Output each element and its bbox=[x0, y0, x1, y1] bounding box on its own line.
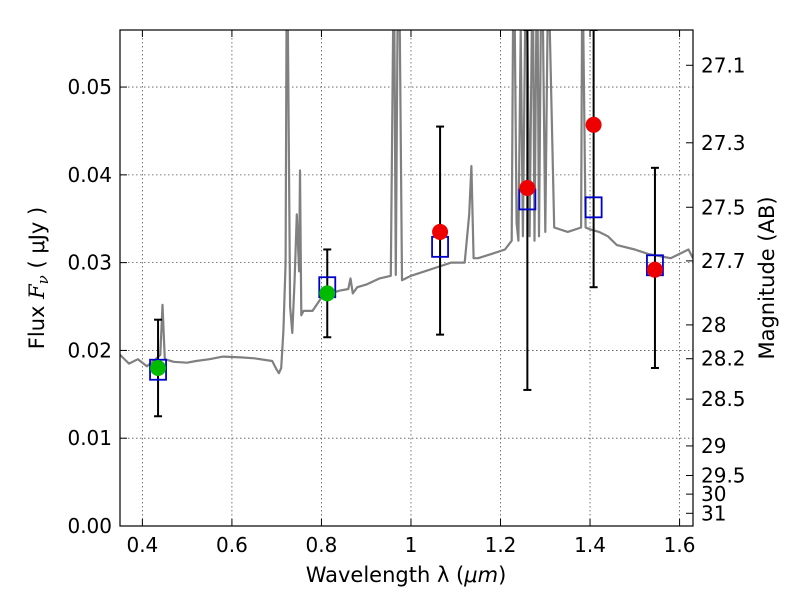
y2-tick-label: 27.7 bbox=[701, 249, 746, 273]
x-tick-label: 1 bbox=[405, 533, 418, 557]
x-tick-label: 1.6 bbox=[664, 533, 696, 557]
y2-tick-label: 31 bbox=[701, 501, 726, 525]
axes: 0.4 0.6 0.8 1 1.2 1.4 1.6 0.00 0.01 0.02 0.03 0.04 0… bbox=[67, 30, 746, 557]
plot-area bbox=[120, 30, 693, 418]
optical-photometry-point bbox=[319, 285, 336, 302]
x-tick-label: 1.2 bbox=[485, 533, 517, 557]
y-axis-title-prefix: Flux bbox=[25, 299, 49, 349]
model-photometry-marker bbox=[584, 196, 603, 219]
y2-tick-label: 27.5 bbox=[701, 195, 746, 219]
y2-tick-label: 29 bbox=[701, 434, 726, 458]
x-axis-title-prefix: Wavelength λ ( bbox=[306, 563, 465, 587]
model-photometry-marker bbox=[149, 358, 167, 381]
x-tick-label: 0.6 bbox=[216, 533, 248, 557]
y-axis-title-symbol: F bbox=[25, 283, 49, 300]
x-axis-title-suffix: ) bbox=[498, 563, 506, 587]
y-tick-label: 0.00 bbox=[67, 514, 112, 538]
y-axis-title-subscript: ν bbox=[34, 275, 52, 284]
y2-tick-label: 27.1 bbox=[701, 53, 746, 77]
y2-tick-label: 28.5 bbox=[701, 387, 746, 411]
x-axis-title-unit: μm bbox=[463, 563, 498, 587]
y2-axis-title: Magnitude (AB) bbox=[755, 196, 779, 359]
nir-photometry-point bbox=[432, 223, 449, 240]
y-axis-title: Flux Fν ( μJy ) bbox=[25, 207, 52, 349]
y2-tick-label: 29.5 bbox=[701, 463, 746, 487]
y2-tick-label: 28 bbox=[701, 313, 726, 337]
y-tick-label: 0.04 bbox=[67, 163, 112, 187]
x-axis-title: Wavelength λ (μm) bbox=[306, 563, 507, 587]
x-tick-label: 0.8 bbox=[306, 533, 338, 557]
y-tick-label: 0.01 bbox=[67, 426, 112, 450]
nir-photometry-point bbox=[646, 261, 663, 278]
spectrum-line bbox=[120, 30, 693, 375]
x-tick-label: 1.4 bbox=[574, 533, 606, 557]
y-tick-label: 0.03 bbox=[67, 251, 112, 275]
y-tick-label: 0.05 bbox=[67, 75, 112, 99]
y-tick-label: 0.02 bbox=[67, 338, 112, 362]
y2-tick-label: 28.2 bbox=[701, 347, 746, 371]
y2-tick-label: 30 bbox=[701, 482, 726, 506]
plot-frame bbox=[119, 29, 694, 527]
nir-photometry-point bbox=[585, 116, 602, 133]
y2-tick-label: 27.3 bbox=[701, 131, 746, 155]
nir-photometry-point bbox=[519, 180, 536, 197]
optical-photometry-point bbox=[150, 359, 167, 376]
x-tick-label: 0.4 bbox=[126, 533, 158, 557]
y-axis-title-suffix: ( μJy ) bbox=[25, 207, 49, 275]
